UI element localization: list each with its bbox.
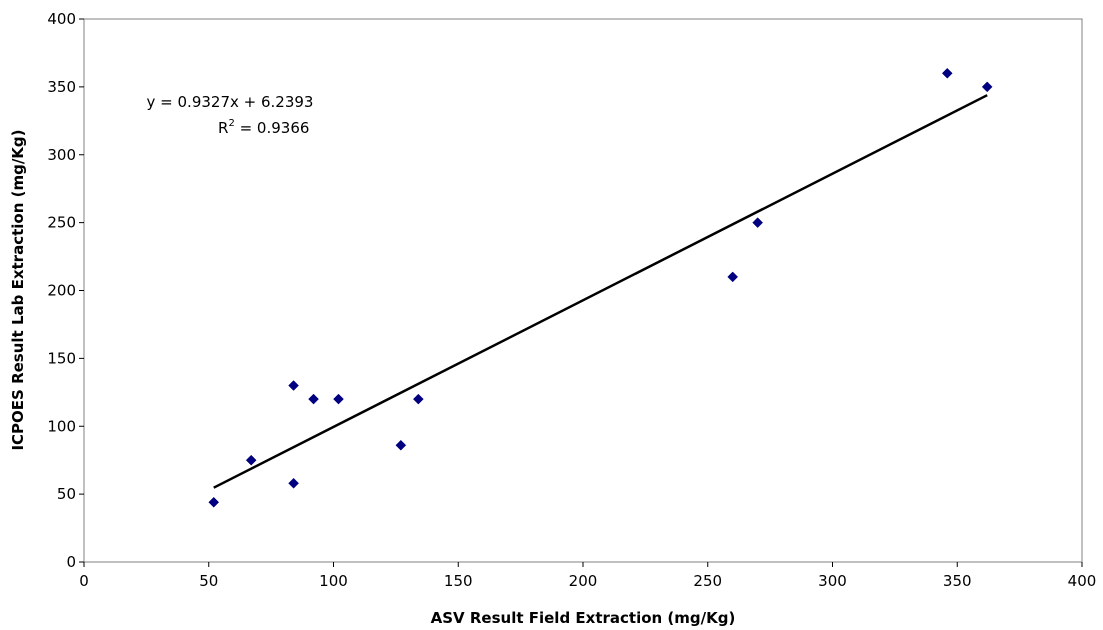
x-tick-label: 300 [818, 572, 847, 590]
y-tick-label: 350 [47, 78, 76, 96]
trendline [213, 94, 988, 489]
data-point [245, 454, 257, 466]
y-tick-label: 250 [47, 214, 76, 232]
plot-area [83, 18, 1083, 563]
data-point [208, 496, 220, 508]
x-tick-label: 200 [569, 572, 598, 590]
data-point [288, 380, 299, 391]
data-point [727, 271, 739, 283]
y-tick-label: 50 [57, 485, 76, 503]
data-point [981, 81, 993, 93]
x-tick-label: 150 [444, 572, 473, 590]
data-point [333, 393, 344, 405]
y-tick-label: 150 [47, 349, 76, 367]
y-axis-title: ICPOES Result Lab Extraction (mg/Kg) [9, 129, 27, 450]
y-tick-label: 100 [47, 417, 76, 435]
r-squared-superscript: 2 [228, 118, 234, 129]
data-point [752, 217, 764, 228]
plot-frame [83, 18, 1083, 563]
y-axis-ticks: 0 50 100 150 200 250 300 350 400 [47, 10, 84, 571]
data-points [208, 67, 993, 508]
data-point [288, 477, 299, 489]
y-tick-label: 300 [47, 146, 76, 164]
data-point [308, 393, 319, 405]
data-point [941, 67, 953, 79]
x-tick-label: 350 [943, 572, 972, 590]
x-tick-label: 400 [1068, 572, 1097, 590]
x-tick-label: 50 [199, 572, 218, 590]
y-tick-label: 200 [47, 282, 76, 300]
y-tick-label: 0 [66, 553, 76, 571]
r-squared-prefix: R [218, 119, 228, 137]
data-point [412, 393, 424, 405]
trendline-equation: y = 0.9327x + 6.2393 [147, 93, 314, 111]
r-squared-label: R2 = 0.9366 [218, 118, 309, 137]
y-tick-label: 400 [47, 10, 76, 28]
r-squared-value: = 0.9366 [235, 119, 310, 137]
x-tick-label: 100 [319, 572, 348, 590]
x-tick-label: 0 [79, 572, 89, 590]
x-axis-title: ASV Result Field Extraction (mg/Kg) [431, 609, 736, 627]
trendline-group [213, 94, 988, 489]
x-tick-label: 250 [693, 572, 722, 590]
x-axis-ticks: 0 50 100 150 200 250 300 350 400 [79, 562, 1096, 590]
data-point [395, 439, 407, 451]
